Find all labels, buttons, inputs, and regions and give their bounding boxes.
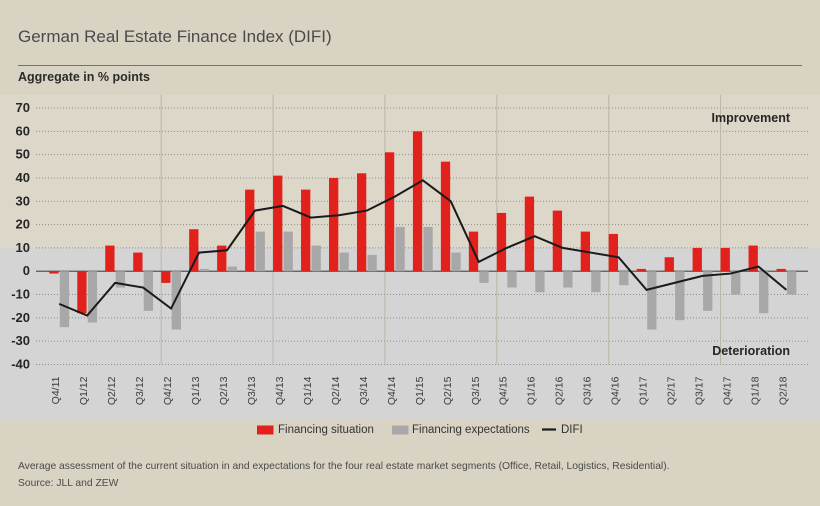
svg-text:40: 40 [16, 170, 30, 185]
svg-text:Q2/17: Q2/17 [666, 376, 678, 405]
svg-text:0: 0 [23, 263, 30, 278]
svg-text:Q3/16: Q3/16 [582, 376, 594, 405]
svg-text:Financing expectations: Financing expectations [412, 424, 530, 436]
svg-text:Q1/12: Q1/12 [78, 376, 90, 405]
svg-text:Q2/14: Q2/14 [330, 376, 342, 405]
svg-text:Q1/17: Q1/17 [638, 376, 650, 405]
svg-text:Q3/12: Q3/12 [134, 376, 146, 405]
svg-text:Q3/17: Q3/17 [694, 376, 706, 405]
svg-text:Q1/16: Q1/16 [526, 376, 538, 405]
svg-text:Q3/13: Q3/13 [246, 376, 258, 405]
svg-text:Q3/14: Q3/14 [358, 376, 370, 405]
svg-text:50: 50 [16, 147, 30, 162]
svg-text:30: 30 [16, 193, 30, 208]
svg-text:Deterioration: Deterioration [712, 344, 790, 358]
svg-text:Q4/11: Q4/11 [50, 376, 62, 404]
svg-text:Q1/15: Q1/15 [414, 376, 426, 405]
svg-text:70: 70 [16, 100, 30, 115]
svg-text:Q4/14: Q4/14 [386, 376, 398, 405]
svg-text:Q1/14: Q1/14 [302, 376, 314, 405]
svg-text:-30: -30 [11, 333, 30, 348]
svg-text:Q4/12: Q4/12 [162, 376, 174, 405]
svg-text:Q2/16: Q2/16 [554, 376, 566, 405]
svg-text:Q2/12: Q2/12 [106, 376, 118, 405]
svg-text:Q3/15: Q3/15 [470, 376, 482, 405]
svg-text:-10: -10 [11, 287, 30, 302]
svg-text:-20: -20 [11, 310, 30, 325]
svg-text:10: 10 [16, 240, 30, 255]
svg-text:Q4/13: Q4/13 [274, 376, 286, 405]
svg-text:Q4/15: Q4/15 [498, 376, 510, 405]
svg-text:60: 60 [16, 123, 30, 138]
svg-text:Q1/18: Q1/18 [749, 376, 761, 405]
svg-text:Improvement: Improvement [712, 111, 791, 125]
svg-text:-40: -40 [11, 357, 30, 372]
svg-text:Q2/15: Q2/15 [442, 376, 454, 405]
svg-text:Financing situation: Financing situation [278, 424, 374, 436]
svg-text:Q2/13: Q2/13 [218, 376, 230, 405]
svg-text:Q4/17: Q4/17 [721, 376, 733, 405]
svg-text:Q2/18: Q2/18 [777, 376, 789, 405]
svg-text:Q1/13: Q1/13 [190, 376, 202, 405]
svg-text:DIFI: DIFI [561, 424, 583, 436]
svg-text:20: 20 [16, 217, 30, 232]
svg-text:Q4/16: Q4/16 [610, 376, 622, 405]
